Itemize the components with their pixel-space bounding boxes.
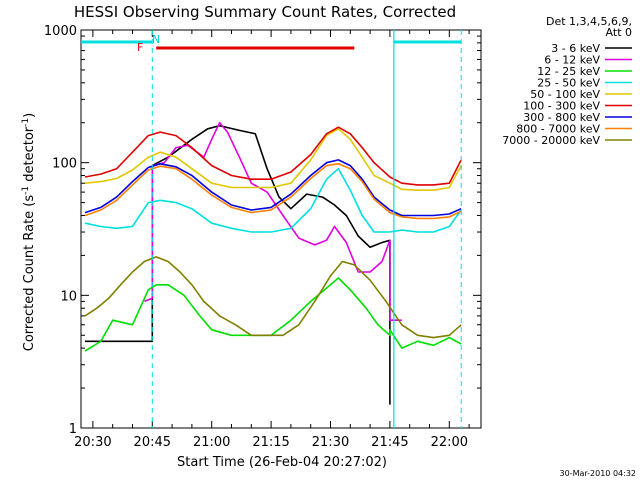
plot-frame bbox=[80, 29, 482, 429]
x-tick-label: 20:30 bbox=[74, 435, 111, 450]
x-axis-label: Start Time (26-Feb-04 20:27:02) bbox=[177, 455, 387, 470]
x-tick-label: 21:30 bbox=[312, 435, 349, 450]
legend-header-line: Att 0 bbox=[606, 26, 632, 39]
legend-label: 50 - 100 keV bbox=[530, 88, 600, 101]
y-tick-label: 1 bbox=[69, 422, 77, 437]
y-axis-label-mid: detector bbox=[22, 126, 37, 186]
datestamp: 30-Mar-2010 04:32 bbox=[560, 469, 637, 478]
series-line-100-300-kev bbox=[84, 126, 462, 186]
legend-label: 25 - 50 keV bbox=[537, 77, 600, 90]
y-axis-label-main: Corrected Count Rate (s bbox=[22, 195, 37, 352]
annotation-layer bbox=[81, 30, 462, 428]
legend-label: 300 - 800 keV bbox=[523, 111, 600, 124]
series-line-12-25-kev bbox=[84, 277, 462, 352]
legend-label: 12 - 25 keV bbox=[537, 65, 600, 78]
chart-title: HESSI Observing Summary Count Rates, Cor… bbox=[74, 3, 456, 21]
legend-label: 3 - 6 keV bbox=[551, 42, 600, 55]
series-line-800-7000-kev bbox=[84, 163, 462, 220]
series-line-50-100-kev bbox=[84, 128, 462, 191]
y-tick-label: 1000 bbox=[44, 24, 77, 39]
legend-label: 800 - 7000 keV bbox=[516, 123, 600, 136]
y-axis-label-end: ) bbox=[22, 113, 37, 118]
series-line-3-6-kev bbox=[85, 124, 391, 405]
series-layer bbox=[84, 121, 462, 405]
legend-header-line: Det 1,3,4,5,6,9, bbox=[546, 15, 632, 28]
series-line-300-800-kev bbox=[84, 159, 462, 217]
x-tick-label: 21:15 bbox=[252, 435, 289, 450]
x-tick-label: 20:45 bbox=[134, 435, 171, 450]
x-tick-label: 21:45 bbox=[371, 435, 408, 450]
axis-ticks bbox=[81, 29, 481, 429]
legend-label: 6 - 12 keV bbox=[544, 54, 600, 67]
y-tick-label: 10 bbox=[60, 289, 77, 304]
y-axis-label-exp2: -1 bbox=[21, 118, 31, 127]
series-line-25-50-kev bbox=[84, 167, 462, 233]
y-axis-label: Corrected Count Rate (s-1 detector-1) bbox=[21, 113, 37, 351]
flag-label-f: F bbox=[137, 41, 143, 54]
legend-label: 100 - 300 keV bbox=[523, 100, 600, 113]
y-axis-label-exp1: -1 bbox=[21, 186, 31, 195]
legend-label: 7000 - 20000 keV bbox=[502, 134, 600, 147]
y-tick-label: 100 bbox=[52, 157, 77, 172]
series-line-6-12-kev bbox=[144, 121, 402, 322]
tick-labels: 20:30 20:45 21:00 21:15 21:30 21:45 22:00 1 10 10… bbox=[44, 24, 468, 450]
x-tick-label: 21:00 bbox=[193, 435, 230, 450]
series-line-7000-20000-kev bbox=[84, 256, 462, 339]
x-tick-label: 22:00 bbox=[431, 435, 468, 450]
flag-label-n: N bbox=[152, 33, 160, 46]
